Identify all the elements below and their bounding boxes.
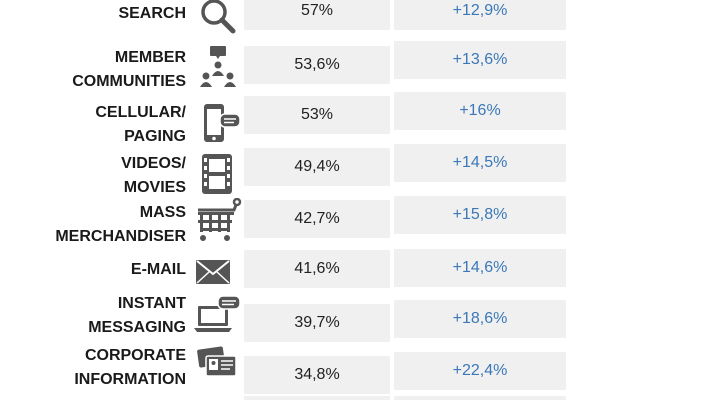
share-cell: 53% — [244, 96, 390, 134]
business-cards-icon — [194, 342, 242, 390]
share-cell: 41,6% — [244, 250, 390, 288]
magnifier-icon — [194, 0, 242, 40]
shopping-cart-icon — [194, 198, 242, 246]
share-cell: 57% — [244, 0, 390, 30]
table-row-mass-merchandiser: MASS MERCHANDISER 42,7% +15,8% — [0, 196, 720, 252]
table-row-e-mail: E-MAIL 41,6% +14,6% — [0, 248, 720, 298]
share-cell: 34,8% — [244, 356, 390, 394]
growth-cell: +22,4% — [394, 352, 566, 390]
smartphone-icon — [194, 100, 242, 148]
film-icon — [194, 150, 242, 198]
table-row-search: SEARCH 57% +12,9% — [0, 0, 720, 40]
growth-cell: +14,5% — [394, 144, 566, 182]
row-label: VIDEOS/ MOVIES — [121, 155, 186, 196]
growth-cell: +15,8% — [394, 196, 566, 234]
table-row-member-communities: MEMBER COMMUNITIES 53,6% +13,6% — [0, 41, 720, 94]
growth-cell: +12,9% — [394, 0, 566, 30]
growth-cell: +14,6% — [394, 249, 566, 287]
row-label: CORPORATE INFORMATION — [74, 347, 186, 388]
row-label: MASS MERCHANDISER — [55, 204, 186, 245]
share-cell: 49,4% — [244, 148, 390, 186]
row-label: CELLULAR/ PAGING — [95, 104, 186, 145]
share-cell: 39,7% — [244, 304, 390, 342]
share-cell-partial — [244, 396, 390, 400]
table-row-cellular-paging: CELLULAR/ PAGING 53% +16% — [0, 92, 720, 148]
envelope-icon — [194, 248, 242, 296]
table-row-instant-messaging: INSTANT MESSAGING 39,7% +18,6% — [0, 295, 720, 350]
share-cell: 42,7% — [244, 200, 390, 238]
growth-cell: +16% — [394, 92, 566, 130]
table-row-partial — [0, 396, 720, 400]
table-row-videos-movies: VIDEOS/ MOVIES 49,4% +14,5% — [0, 144, 720, 200]
table-row-corporate-information: CORPORATE INFORMATION 34,8% +22,4% — [0, 344, 720, 396]
growth-cell-partial — [394, 396, 566, 400]
row-label: INSTANT MESSAGING — [88, 295, 186, 336]
growth-cell: +18,6% — [394, 300, 566, 338]
growth-cell: +13,6% — [394, 41, 566, 79]
row-label: SEARCH — [118, 5, 186, 22]
share-cell: 53,6% — [244, 46, 390, 84]
community-icon — [194, 44, 242, 92]
row-label: MEMBER COMMUNITIES — [72, 49, 186, 90]
row-label: E-MAIL — [130, 261, 186, 278]
laptop-chat-icon — [194, 294, 242, 342]
